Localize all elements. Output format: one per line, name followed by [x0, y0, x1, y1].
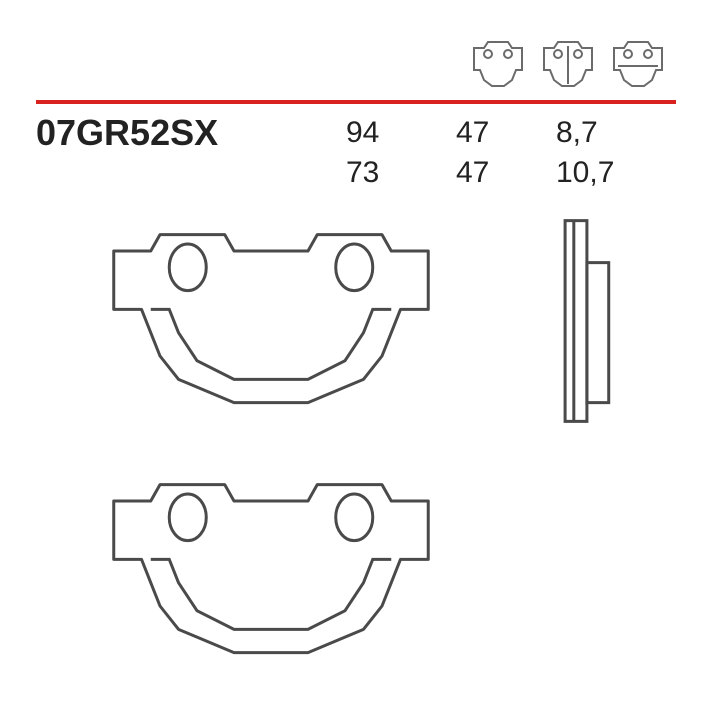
dim-thickness-2: 10,7	[556, 156, 614, 190]
spec-sheet: 07GR52SX 94 47 8,7 73 47 10,7	[36, 36, 688, 688]
header-dimension-icons	[468, 36, 668, 90]
pad-top-side-view	[536, 216, 616, 426]
width-icon	[468, 36, 528, 90]
dim-width-1: 94	[346, 116, 379, 150]
mounting-hole	[169, 244, 206, 291]
backplate	[565, 221, 587, 422]
mounting-hole	[169, 494, 206, 541]
pad-top-front-view	[86, 216, 456, 426]
dim-thickness-1: 8,7	[556, 116, 598, 150]
pad-bottom-front-view	[86, 466, 456, 676]
pad-outline	[114, 235, 429, 403]
mounting-hole	[336, 244, 373, 291]
red-divider	[36, 100, 676, 104]
product-code: 07GR52SX	[36, 112, 218, 154]
friction-edge	[151, 559, 392, 629]
dim-width-2: 73	[346, 156, 379, 190]
pad-outline	[114, 485, 429, 653]
mounting-hole	[336, 494, 373, 541]
friction-edge	[151, 309, 392, 379]
thickness-icon	[608, 36, 668, 90]
friction-material	[587, 263, 609, 403]
dim-height-2: 47	[456, 156, 489, 190]
height-icon	[538, 36, 598, 90]
dim-height-1: 47	[456, 116, 489, 150]
